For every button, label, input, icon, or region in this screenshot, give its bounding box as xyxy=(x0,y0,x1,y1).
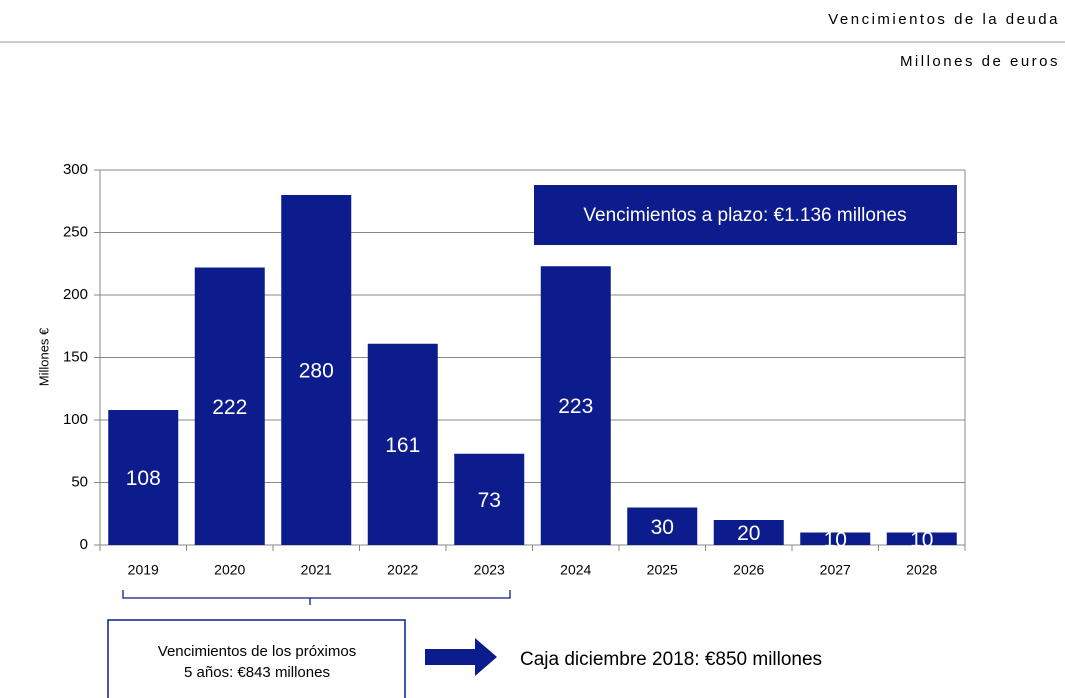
bar xyxy=(194,267,265,545)
bar xyxy=(108,410,179,545)
y-tick-label: 200 xyxy=(63,286,88,303)
x-tick-label: 2022 xyxy=(387,562,418,578)
bar xyxy=(281,195,352,545)
y-tick-label: 300 xyxy=(63,161,88,178)
data-label: 73 xyxy=(478,489,501,512)
bar xyxy=(367,343,438,545)
data-label: 30 xyxy=(651,516,674,539)
annotation-box xyxy=(534,185,957,245)
bar xyxy=(800,532,871,545)
bars xyxy=(108,195,957,545)
data-label: 108 xyxy=(126,467,161,490)
x-tick-label: 2028 xyxy=(906,562,937,578)
x-tick-label: 2019 xyxy=(128,562,159,578)
arrow xyxy=(425,638,497,676)
bar xyxy=(454,453,525,545)
annotation: 5 años: €843 millones xyxy=(184,664,330,681)
x-tick-label: 2025 xyxy=(647,562,678,578)
data-label: 223 xyxy=(558,395,593,418)
y-tick-label: 150 xyxy=(63,348,88,365)
annotation: Vencimientos de los próximos xyxy=(158,643,356,660)
data-label: 161 xyxy=(385,434,420,457)
y-tick-label: 100 xyxy=(63,411,88,428)
y-axis-label: Millones € xyxy=(36,327,51,386)
header-subtitle: Millones de euros xyxy=(900,53,1060,70)
annotation: Vencimientos a plazo: €1.136 millones xyxy=(583,205,906,226)
x-tick-label: 2026 xyxy=(733,562,764,578)
x-tick-label: 2024 xyxy=(560,562,591,578)
data-label: 222 xyxy=(212,396,247,419)
data-label: 10 xyxy=(910,528,933,551)
y-tick-label: 0 xyxy=(80,536,88,553)
x-tick-label: 2021 xyxy=(301,562,332,578)
x-tick-label: 2020 xyxy=(214,562,245,578)
bar xyxy=(713,520,784,545)
annotation-box xyxy=(107,619,406,698)
data-label: 280 xyxy=(299,360,334,383)
x-tick-label: 2023 xyxy=(474,562,505,578)
x-tick-label: 2027 xyxy=(820,562,851,578)
bracket xyxy=(122,590,511,605)
y-tick-label: 50 xyxy=(71,473,88,490)
bar xyxy=(540,266,611,545)
data-label: 20 xyxy=(737,522,760,545)
y-tick-label: 250 xyxy=(63,223,88,240)
annotation: Caja diciembre 2018: €850 millones xyxy=(520,649,822,670)
bar xyxy=(886,532,957,545)
data-label: 10 xyxy=(824,528,847,551)
header-title: Vencimientos de la deuda xyxy=(828,11,1060,28)
bar xyxy=(627,507,698,545)
